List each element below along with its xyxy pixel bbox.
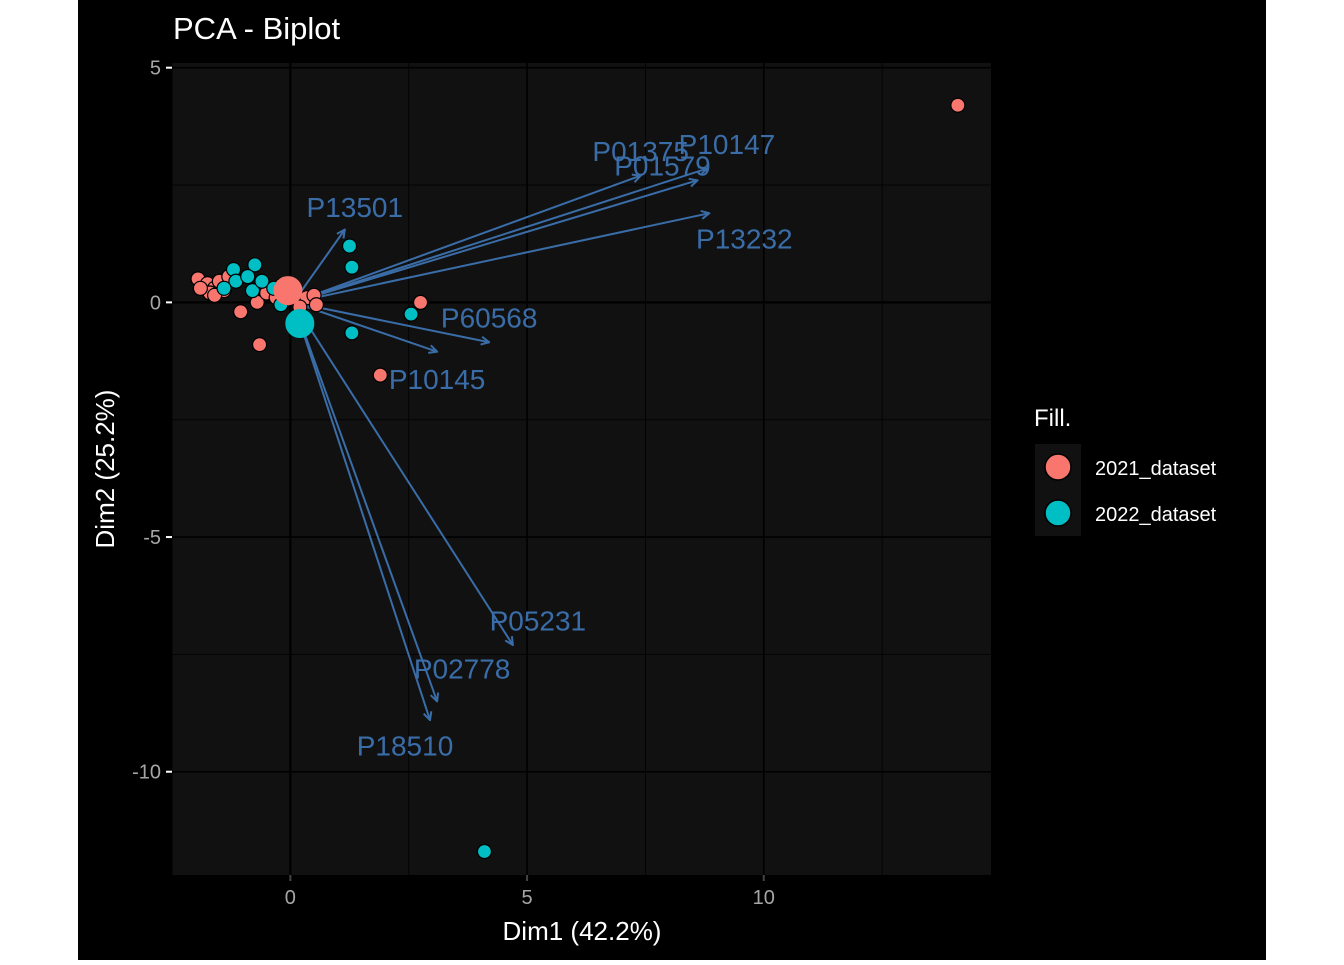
centroid-2022_dataset (285, 308, 315, 338)
x-tick-label: 10 (753, 887, 775, 909)
chart-title: PCA - Biplot (173, 11, 341, 46)
loading-arrow-P18510 (292, 302, 430, 720)
legend-title: Fill. (1034, 405, 1071, 432)
data-point-2022_dataset (344, 325, 360, 341)
y-tick-label: 0 (150, 292, 161, 314)
loading-label-P10147: P10147 (679, 129, 776, 160)
data-point-2021_dataset (233, 304, 249, 320)
data-point-2022_dataset (240, 268, 256, 285)
data-point-2022_dataset (216, 280, 232, 296)
loading-label-P02778: P02778 (414, 654, 511, 685)
data-point-2022_dataset (247, 257, 263, 273)
data-point-2021_dataset (950, 97, 966, 113)
y-axis-label: Dim2 (25.2%) (90, 390, 120, 549)
data-point-2022_dataset (244, 283, 261, 299)
loading-label-P01579: P01579 (614, 151, 711, 182)
loading-arrow-P60568 (293, 301, 489, 342)
legend-key-2021 (1044, 453, 1072, 481)
data-point-2021_dataset (308, 297, 324, 313)
data-point-2021_dataset (372, 367, 388, 383)
data-point-2022_dataset (476, 843, 493, 860)
x-tick-label: 0 (285, 887, 296, 909)
x-axis-label: Dim1 (42.2%) (503, 916, 662, 946)
data-point-2021_dataset (251, 337, 268, 353)
data-point-2022_dataset (254, 273, 270, 289)
legend: Fill. 2021_dataset 2022_dataset (1034, 405, 1217, 536)
legend-label-2022: 2022_dataset (1095, 504, 1217, 526)
loading-label-P13501: P13501 (307, 192, 404, 223)
x-tick-label: 5 (521, 887, 532, 909)
y-tick-label: -10 (132, 762, 161, 784)
plot-panel (172, 63, 991, 875)
data-point-2022_dataset (344, 259, 360, 275)
data-point-2022_dataset (403, 306, 419, 322)
centroid-2021_dataset (273, 276, 303, 306)
loading-label-P10145: P10145 (389, 364, 486, 395)
data-point-2021_dataset (412, 294, 429, 310)
loading-label-P05231: P05231 (490, 605, 587, 636)
loading-arrows (292, 169, 709, 721)
loading-arrow-P05231 (292, 301, 513, 645)
loading-label-P13232: P13232 (696, 224, 793, 255)
axes: 0 5 10 5 0 -5 -10 (132, 58, 775, 909)
data-point-2021_dataset (192, 280, 209, 296)
data-points (190, 97, 966, 860)
loading-label-P18510: P18510 (357, 731, 454, 762)
legend-label-2021: 2021_dataset (1095, 458, 1217, 480)
loading-arrow-P01375 (293, 176, 640, 304)
loading-arrow-P10147 (293, 169, 707, 304)
loading-label-P60568: P60568 (441, 303, 538, 334)
loading-arrow-P01579 (293, 180, 697, 304)
loading-arrow-P02778 (292, 302, 437, 701)
loading-label-P01375: P01375 (592, 136, 689, 167)
y-tick-label: 5 (150, 58, 161, 80)
data-point-2022_dataset (341, 238, 358, 254)
loading-arrow-P13232 (293, 213, 709, 304)
legend-key-2022 (1044, 499, 1072, 527)
y-tick-label: -5 (143, 527, 161, 549)
